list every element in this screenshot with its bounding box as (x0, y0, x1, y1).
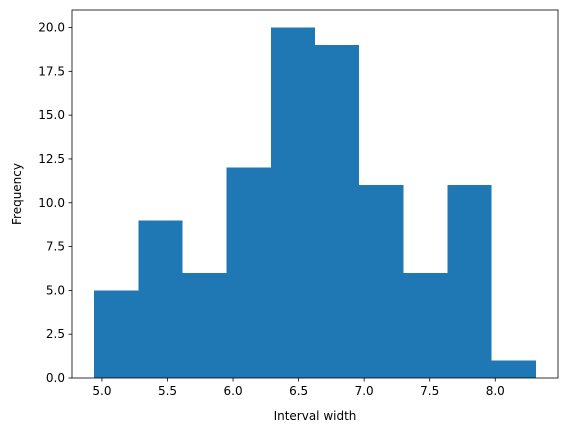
histogram-bar (491, 360, 536, 378)
bars-group (94, 27, 536, 379)
y-tick-label: 12.5 (38, 152, 65, 166)
y-tick-label: 17.5 (38, 64, 65, 78)
histogram-bar (403, 272, 448, 378)
x-axis-ticks: 5.0 5.5 6.0 6.5 7.0 7.5 8.0 (92, 378, 505, 398)
y-axis-ticks: 0.0 2.5 5.0 7.5 10.0 12.5 15.0 17.5 20.0 (38, 21, 72, 385)
histogram-bar (138, 220, 183, 378)
histogram-bar (270, 27, 315, 379)
histogram-bar (182, 272, 227, 378)
x-tick-label: 8.0 (486, 384, 505, 398)
y-tick-label: 10.0 (38, 196, 65, 210)
y-tick-label: 2.5 (46, 327, 65, 341)
histogram-bar (226, 167, 271, 378)
histogram-bar (359, 185, 404, 378)
y-tick-label: 20.0 (38, 21, 65, 35)
y-tick-label: 7.5 (46, 240, 65, 254)
x-tick-label: 6.0 (224, 384, 243, 398)
x-tick-label: 7.5 (420, 384, 439, 398)
y-tick-label: 5.0 (46, 283, 65, 297)
histogram-bar (315, 45, 360, 379)
x-tick-label: 6.5 (289, 384, 308, 398)
x-tick-label: 5.0 (92, 384, 111, 398)
x-axis-label: Interval width (274, 409, 357, 423)
x-tick-label: 7.0 (355, 384, 374, 398)
y-tick-label: 0.0 (46, 371, 65, 385)
x-tick-label: 5.5 (158, 384, 177, 398)
histogram-bar (94, 290, 139, 378)
y-tick-label: 15.0 (38, 108, 65, 122)
y-axis-label: Frequency (10, 163, 24, 225)
plot-frame (71, 9, 559, 379)
histogram-bar (447, 185, 492, 378)
